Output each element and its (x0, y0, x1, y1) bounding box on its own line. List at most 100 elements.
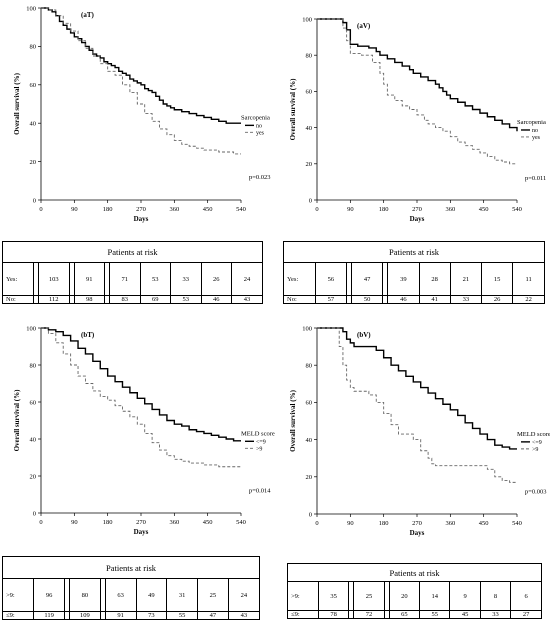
risk-cell: 33 (450, 295, 483, 303)
x-tick-label: 0 (39, 206, 42, 213)
legend-entry: no (256, 123, 262, 129)
risk-cell: 41 (419, 295, 451, 303)
x-tick-label: 180 (103, 519, 113, 526)
risk-table-grid: Yes: 56 47 39 28 21 15 11 No: 57 50 46 4… (284, 263, 544, 303)
table-row: >9: 35 25 20 14 9 8 6 (288, 582, 541, 611)
x-tick-label: 540 (512, 520, 522, 527)
risk-cell: 11 (525, 275, 532, 283)
risk-cell: 119 (33, 611, 65, 619)
x-tick-label: 0 (39, 519, 42, 526)
table-row: No: 112 98 83 69 53 46 43 (3, 295, 262, 303)
risk-cell: 39 (387, 263, 420, 296)
risk-cell: 55 (166, 611, 198, 619)
legend-title: Sarcopenia (517, 119, 546, 126)
risk-table-bT: Patients at risk >9: 96 80 63 49 31 25 2… (2, 556, 260, 620)
risk-cell: 46 (387, 295, 420, 303)
x-tick-label: 540 (512, 206, 522, 213)
table-row: Yes: 103 91 71 53 33 26 24 (3, 263, 262, 296)
y-tick-label: 20 (306, 474, 313, 481)
y-tick-label: 100 (302, 325, 312, 332)
risk-table-grid: >9: 96 80 63 49 31 25 24 ≤9: 119 109 91 … (3, 579, 259, 619)
risk-cell: 14 (419, 582, 451, 611)
x-tick-label: 270 (412, 520, 422, 527)
risk-row-label: No: (284, 295, 316, 303)
risk-cell: 22 (512, 295, 544, 303)
risk-cell: 45 (449, 610, 481, 618)
km-curve-secondary (317, 327, 517, 483)
risk-cell: 24 (240, 591, 248, 599)
x-tick-label: 90 (347, 520, 354, 527)
risk-cell: 98 (74, 295, 105, 303)
panel-label: (aV) (357, 22, 371, 30)
risk-cell: 53 (140, 263, 171, 296)
risk-row-label: ≤9: (3, 611, 35, 619)
table-row: Yes: 56 47 39 28 21 15 11 (284, 263, 544, 296)
y-tick-label: 0 (33, 510, 36, 517)
km-plot-aT: 0 90 180 270 360 450 540 0 20 40 60 80 100 Days Overal… (0, 0, 275, 230)
km-curve-secondary (41, 7, 241, 155)
risk-cell: 43 (228, 611, 259, 619)
risk-table-title: Patients at risk (284, 242, 544, 263)
y-tick-label: 80 (30, 362, 37, 369)
risk-cell: 55 (419, 610, 451, 618)
y-tick-label: 40 (30, 121, 37, 128)
risk-row-label: ≤9: (288, 610, 319, 618)
x-tick-label: 90 (347, 206, 354, 213)
x-tick-label: 540 (236, 206, 246, 213)
x-axis-label: Days (134, 215, 149, 223)
risk-row-label: >9: (288, 582, 319, 611)
x-tick-label: 540 (236, 519, 246, 526)
y-tick-label: 40 (306, 437, 313, 444)
y-axis-label: Overall survival (%) (289, 78, 297, 140)
risk-cell: 91 (105, 611, 137, 619)
risk-cell: 20 (389, 582, 421, 611)
x-tick-label: 360 (169, 206, 179, 213)
p-value-label: p=0.014 (249, 488, 271, 495)
y-tick-label: 0 (33, 197, 36, 204)
km-plot-aV: 0 90 180 270 360 450 540 0 20 40 60 80 100 Days Overal… (275, 0, 550, 230)
risk-cell: 28 (419, 263, 451, 296)
km-plot-bV: 0 90 180 270 360 450 540 0 20 40 60 80 100 Days Overal… (275, 312, 550, 544)
y-tick-label: 40 (306, 125, 313, 132)
x-tick-label: 450 (479, 520, 489, 527)
y-axis-label: Overall survival (%) (289, 389, 297, 451)
risk-table-title: Patients at risk (3, 242, 262, 263)
risk-cell: 33 (170, 263, 202, 296)
y-tick-label: 20 (30, 473, 37, 480)
risk-cell: 25 (353, 582, 385, 611)
risk-cell: 65 (389, 610, 421, 618)
risk-cell: 50 (351, 295, 384, 303)
risk-cell: 69 (140, 295, 171, 303)
risk-table-grid: >9: 35 25 20 14 9 8 6 ≤9: 78 72 65 55 45… (288, 582, 541, 618)
risk-cell: 26 (481, 295, 514, 303)
table-row: No: 57 50 46 41 33 26 22 (284, 295, 544, 303)
x-tick-label: 180 (379, 520, 389, 527)
y-tick-label: 60 (30, 82, 37, 89)
km-curve-primary (317, 327, 517, 450)
y-tick-label: 80 (30, 44, 37, 51)
risk-cell: 72 (353, 610, 385, 618)
x-tick-label: 450 (203, 206, 213, 213)
legend-title: Sarcopenia (241, 114, 270, 121)
x-axis-label: Days (410, 215, 425, 223)
risk-cell: 80 (69, 579, 101, 612)
risk-cell: 57 (315, 295, 348, 303)
y-tick-label: 20 (306, 161, 313, 168)
risk-row-label: Yes: (284, 263, 316, 296)
legend-entry: >9 (256, 446, 262, 452)
risk-table-aV: Patients at risk Yes: 56 47 39 28 21 15 … (283, 241, 545, 304)
x-tick-label: 360 (445, 520, 455, 527)
risk-cell: 26 (201, 263, 232, 296)
risk-cell: 78 (318, 610, 350, 618)
x-tick-label: 0 (315, 520, 318, 527)
risk-row-label: Yes: (3, 263, 34, 296)
x-tick-label: 360 (169, 519, 179, 526)
x-tick-label: 450 (203, 519, 213, 526)
risk-cell: 96 (33, 579, 65, 612)
y-tick-label: 60 (306, 89, 313, 96)
table-row: >9: 96 80 63 49 31 25 24 (3, 579, 259, 612)
risk-table-bV: Patients at risk >9: 35 25 20 14 9 8 6 ≤… (287, 563, 542, 619)
risk-cell: 46 (201, 295, 232, 303)
risk-table-title: Patients at risk (288, 564, 541, 582)
risk-row-label: No: (3, 295, 34, 303)
